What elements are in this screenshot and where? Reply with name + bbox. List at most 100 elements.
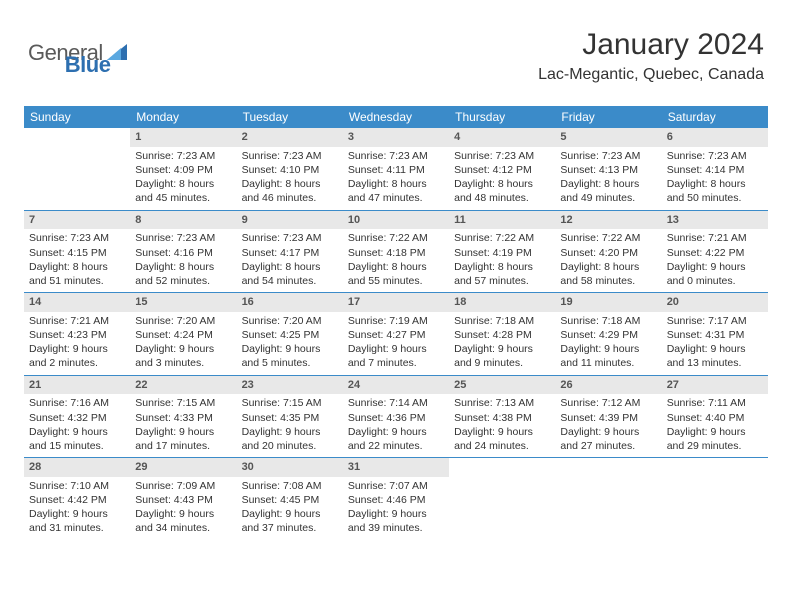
day-body: Sunrise: 7:15 AMSunset: 4:33 PMDaylight:… (130, 394, 236, 457)
day-info-line: Sunset: 4:10 PM (242, 163, 338, 177)
day-info-line: Sunrise: 7:09 AM (135, 479, 231, 493)
day-info-line: Sunrise: 7:21 AM (29, 314, 125, 328)
day-info-line: Sunrise: 7:23 AM (29, 231, 125, 245)
day-body: Sunrise: 7:08 AMSunset: 4:45 PMDaylight:… (237, 477, 343, 540)
day-info-line: Sunset: 4:35 PM (242, 411, 338, 425)
day-body: Sunrise: 7:16 AMSunset: 4:32 PMDaylight:… (24, 394, 130, 457)
day-cell: 12Sunrise: 7:22 AMSunset: 4:20 PMDayligh… (555, 211, 661, 293)
day-body: Sunrise: 7:21 AMSunset: 4:23 PMDaylight:… (24, 312, 130, 375)
day-info-line: Daylight: 9 hours and 7 minutes. (348, 342, 444, 370)
day-info-line: Sunset: 4:15 PM (29, 246, 125, 260)
day-number: 31 (343, 458, 449, 477)
day-number: 3 (343, 128, 449, 147)
day-info-line: Daylight: 8 hours and 46 minutes. (242, 177, 338, 205)
day-number: 11 (449, 211, 555, 230)
day-cell: 13Sunrise: 7:21 AMSunset: 4:22 PMDayligh… (662, 211, 768, 293)
day-cell: 29Sunrise: 7:09 AMSunset: 4:43 PMDayligh… (130, 458, 236, 540)
day-info-line: Sunset: 4:46 PM (348, 493, 444, 507)
day-body: Sunrise: 7:23 AMSunset: 4:11 PMDaylight:… (343, 147, 449, 210)
calendar-body: 1Sunrise: 7:23 AMSunset: 4:09 PMDaylight… (24, 128, 768, 540)
day-info-line: Sunset: 4:24 PM (135, 328, 231, 342)
day-info-line: Sunrise: 7:15 AM (242, 396, 338, 410)
day-cell (555, 458, 661, 540)
day-number: 22 (130, 376, 236, 395)
day-info-line: Daylight: 9 hours and 17 minutes. (135, 425, 231, 453)
day-header-cell: Tuesday (237, 106, 343, 128)
day-info-line: Sunrise: 7:19 AM (348, 314, 444, 328)
day-info-line: Sunrise: 7:23 AM (242, 231, 338, 245)
day-info-line: Sunset: 4:13 PM (560, 163, 656, 177)
day-body: Sunrise: 7:22 AMSunset: 4:18 PMDaylight:… (343, 229, 449, 292)
day-info-line: Daylight: 9 hours and 31 minutes. (29, 507, 125, 535)
day-header-cell: Sunday (24, 106, 130, 128)
logo: General Blue (28, 28, 110, 78)
day-cell: 14Sunrise: 7:21 AMSunset: 4:23 PMDayligh… (24, 293, 130, 375)
day-number (662, 458, 768, 477)
day-info-line: Sunset: 4:19 PM (454, 246, 550, 260)
day-info-line: Daylight: 8 hours and 45 minutes. (135, 177, 231, 205)
day-cell: 22Sunrise: 7:15 AMSunset: 4:33 PMDayligh… (130, 376, 236, 458)
day-header-cell: Monday (130, 106, 236, 128)
day-body: Sunrise: 7:22 AMSunset: 4:20 PMDaylight:… (555, 229, 661, 292)
day-info-line: Sunset: 4:36 PM (348, 411, 444, 425)
day-number: 16 (237, 293, 343, 312)
day-number: 9 (237, 211, 343, 230)
day-info-line: Daylight: 8 hours and 52 minutes. (135, 260, 231, 288)
day-number: 28 (24, 458, 130, 477)
day-number: 20 (662, 293, 768, 312)
day-header-cell: Wednesday (343, 106, 449, 128)
day-number: 10 (343, 211, 449, 230)
day-cell: 5Sunrise: 7:23 AMSunset: 4:13 PMDaylight… (555, 128, 661, 210)
day-cell: 21Sunrise: 7:16 AMSunset: 4:32 PMDayligh… (24, 376, 130, 458)
day-header-row: SundayMondayTuesdayWednesdayThursdayFrid… (24, 106, 768, 128)
day-info-line: Sunset: 4:43 PM (135, 493, 231, 507)
day-cell: 17Sunrise: 7:19 AMSunset: 4:27 PMDayligh… (343, 293, 449, 375)
day-number: 4 (449, 128, 555, 147)
day-header-cell: Friday (555, 106, 661, 128)
day-body: Sunrise: 7:22 AMSunset: 4:19 PMDaylight:… (449, 229, 555, 292)
day-body (449, 477, 555, 483)
week-row: 7Sunrise: 7:23 AMSunset: 4:15 PMDaylight… (24, 210, 768, 293)
day-info-line: Daylight: 9 hours and 24 minutes. (454, 425, 550, 453)
day-body (662, 477, 768, 483)
day-info-line: Daylight: 9 hours and 22 minutes. (348, 425, 444, 453)
day-info-line: Sunrise: 7:22 AM (454, 231, 550, 245)
day-cell: 1Sunrise: 7:23 AMSunset: 4:09 PMDaylight… (130, 128, 236, 210)
day-body: Sunrise: 7:18 AMSunset: 4:28 PMDaylight:… (449, 312, 555, 375)
day-info-line: Sunset: 4:23 PM (29, 328, 125, 342)
day-info-line: Daylight: 9 hours and 13 minutes. (667, 342, 763, 370)
day-cell: 16Sunrise: 7:20 AMSunset: 4:25 PMDayligh… (237, 293, 343, 375)
day-body: Sunrise: 7:09 AMSunset: 4:43 PMDaylight:… (130, 477, 236, 540)
day-cell: 4Sunrise: 7:23 AMSunset: 4:12 PMDaylight… (449, 128, 555, 210)
week-row: 21Sunrise: 7:16 AMSunset: 4:32 PMDayligh… (24, 375, 768, 458)
day-body: Sunrise: 7:23 AMSunset: 4:10 PMDaylight:… (237, 147, 343, 210)
day-info-line: Daylight: 8 hours and 58 minutes. (560, 260, 656, 288)
day-number: 30 (237, 458, 343, 477)
day-cell: 30Sunrise: 7:08 AMSunset: 4:45 PMDayligh… (237, 458, 343, 540)
day-cell: 19Sunrise: 7:18 AMSunset: 4:29 PMDayligh… (555, 293, 661, 375)
day-info-line: Sunrise: 7:23 AM (454, 149, 550, 163)
day-header-cell: Thursday (449, 106, 555, 128)
day-body: Sunrise: 7:23 AMSunset: 4:12 PMDaylight:… (449, 147, 555, 210)
day-info-line: Sunset: 4:22 PM (667, 246, 763, 260)
day-number: 29 (130, 458, 236, 477)
day-number: 26 (555, 376, 661, 395)
day-body: Sunrise: 7:23 AMSunset: 4:15 PMDaylight:… (24, 229, 130, 292)
day-number: 2 (237, 128, 343, 147)
day-body: Sunrise: 7:18 AMSunset: 4:29 PMDaylight:… (555, 312, 661, 375)
day-cell: 7Sunrise: 7:23 AMSunset: 4:15 PMDaylight… (24, 211, 130, 293)
day-number: 1 (130, 128, 236, 147)
day-info-line: Sunset: 4:33 PM (135, 411, 231, 425)
day-info-line: Sunrise: 7:16 AM (29, 396, 125, 410)
day-cell: 20Sunrise: 7:17 AMSunset: 4:31 PMDayligh… (662, 293, 768, 375)
day-body: Sunrise: 7:23 AMSunset: 4:14 PMDaylight:… (662, 147, 768, 210)
day-info-line: Daylight: 9 hours and 34 minutes. (135, 507, 231, 535)
day-info-line: Sunset: 4:32 PM (29, 411, 125, 425)
day-cell: 25Sunrise: 7:13 AMSunset: 4:38 PMDayligh… (449, 376, 555, 458)
day-info-line: Daylight: 9 hours and 9 minutes. (454, 342, 550, 370)
day-info-line: Sunrise: 7:08 AM (242, 479, 338, 493)
day-number (24, 128, 130, 147)
day-info-line: Daylight: 8 hours and 50 minutes. (667, 177, 763, 205)
day-info-line: Daylight: 8 hours and 47 minutes. (348, 177, 444, 205)
day-number: 25 (449, 376, 555, 395)
